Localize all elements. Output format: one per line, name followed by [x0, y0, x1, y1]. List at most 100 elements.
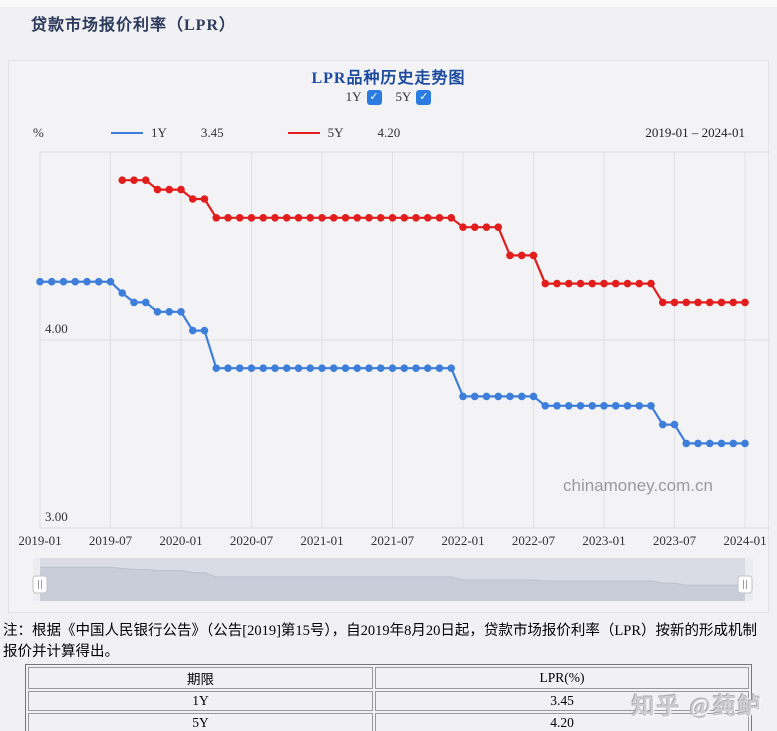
series-1y [36, 277, 749, 448]
date-range-label: 2019-01 – 2024-01 [645, 125, 745, 140]
data-point [423, 364, 432, 373]
series-toggle-5y: 5Y ✓ [396, 89, 432, 105]
data-point [576, 279, 585, 288]
data-point [553, 402, 561, 410]
series-toggle-row: 1Y ✓ 5Y ✓ [0, 89, 777, 105]
navigator-handle-left[interactable] [32, 575, 48, 594]
data-point [611, 279, 620, 288]
data-point [259, 214, 268, 222]
data-point [576, 402, 585, 410]
legend-name: 1Y [151, 125, 167, 140]
data-point [588, 279, 597, 288]
y-tick-3: 3.00 [45, 509, 68, 524]
x-tick-label: 2022-01 [441, 533, 485, 548]
data-point [494, 223, 503, 231]
checkbox-5y[interactable]: ✓ [416, 89, 432, 105]
x-tick-label: 2021-07 [370, 533, 415, 548]
data-point [729, 439, 738, 448]
legend-item-1y: 1Y 3.45 [111, 125, 224, 141]
data-point [388, 364, 397, 373]
data-point [271, 214, 279, 222]
handle-box[interactable] [737, 575, 753, 594]
x-tick-label: 2022-07 [511, 533, 556, 548]
data-point [306, 364, 315, 373]
legend-line-icon [287, 132, 320, 134]
data-point [200, 195, 209, 203]
checkbox-1y[interactable]: ✓ [366, 89, 382, 105]
data-point [341, 364, 350, 373]
data-point [83, 277, 91, 286]
data-point [623, 402, 632, 410]
data-point [447, 214, 456, 222]
legend-line-icon [111, 132, 143, 134]
x-tick-label: 2019-07 [88, 533, 133, 548]
data-point [705, 439, 714, 448]
data-point [400, 214, 409, 222]
data-point [470, 392, 479, 401]
table-cell: 3.45 [375, 691, 749, 711]
data-point [658, 420, 667, 429]
data-point [517, 392, 526, 401]
data-point [130, 298, 138, 307]
data-point [600, 279, 608, 288]
data-point [36, 277, 44, 286]
top-strip [0, 0, 777, 7]
data-point [177, 308, 185, 316]
table-cell: 5Y [28, 713, 374, 731]
data-point [564, 402, 573, 410]
navigator-strip[interactable] [32, 558, 753, 601]
x-tick-label: 2024-01 [723, 533, 767, 548]
data-point [376, 364, 385, 373]
data-point [705, 298, 714, 307]
data-point [623, 279, 632, 288]
data-point [564, 279, 573, 288]
legend-current-value: 3.45 [200, 125, 224, 140]
data-point [47, 277, 56, 286]
data-point [294, 214, 303, 222]
data-point [694, 439, 702, 448]
data-point [153, 308, 162, 316]
data-point [188, 326, 197, 335]
x-tick-label: 2020-07 [229, 533, 274, 548]
data-point [670, 420, 679, 429]
series-toggle-label: 1Y [345, 89, 362, 104]
y-tick-4: 4.00 [45, 321, 68, 336]
data-point [470, 223, 479, 231]
data-point [517, 251, 526, 260]
data-point [282, 364, 291, 373]
data-point [494, 392, 503, 401]
table-row: 1Y 3.45 [28, 691, 749, 711]
data-point [353, 214, 362, 222]
x-axis-ticks: 2019-01 2019-07 2020-01 2020-07 2021-01 2021-… [0, 533, 777, 549]
data-point [118, 289, 127, 297]
series-toggle-label: 5Y [395, 89, 412, 104]
lpr-table: 期限 LPR(%) 1Y 3.45 5Y 4.20 [25, 664, 752, 731]
data-point [71, 277, 80, 286]
data-point [259, 364, 268, 373]
x-tick-label: 2019-01 [18, 533, 62, 548]
table-row: 5Y 4.20 [28, 713, 749, 731]
legend-item-5y: 5Y 4.20 [287, 125, 400, 141]
data-point [682, 439, 691, 448]
footnote-line2: 报价并计算得出。 [3, 644, 119, 660]
footnote: 注：根据《中国人民银行公告》（公告[2019]第15号），自2019年8月20日… [3, 621, 775, 663]
data-point [294, 364, 303, 373]
data-point [741, 298, 749, 307]
data-point [423, 214, 432, 222]
navigator-mini-line [40, 566, 745, 586]
data-point [553, 279, 561, 288]
series-5y [118, 176, 749, 307]
data-point [447, 364, 456, 373]
data-point [329, 364, 338, 373]
data-point [529, 251, 538, 260]
data-point [611, 402, 620, 410]
chart-title: LPR品种历史走势图 [311, 70, 466, 87]
data-point [506, 251, 514, 260]
data-point [506, 392, 514, 401]
handle-box[interactable] [32, 575, 48, 594]
data-point [482, 392, 491, 401]
navigator-handle-right[interactable] [737, 575, 753, 594]
data-point [482, 223, 491, 231]
data-point [106, 277, 115, 286]
